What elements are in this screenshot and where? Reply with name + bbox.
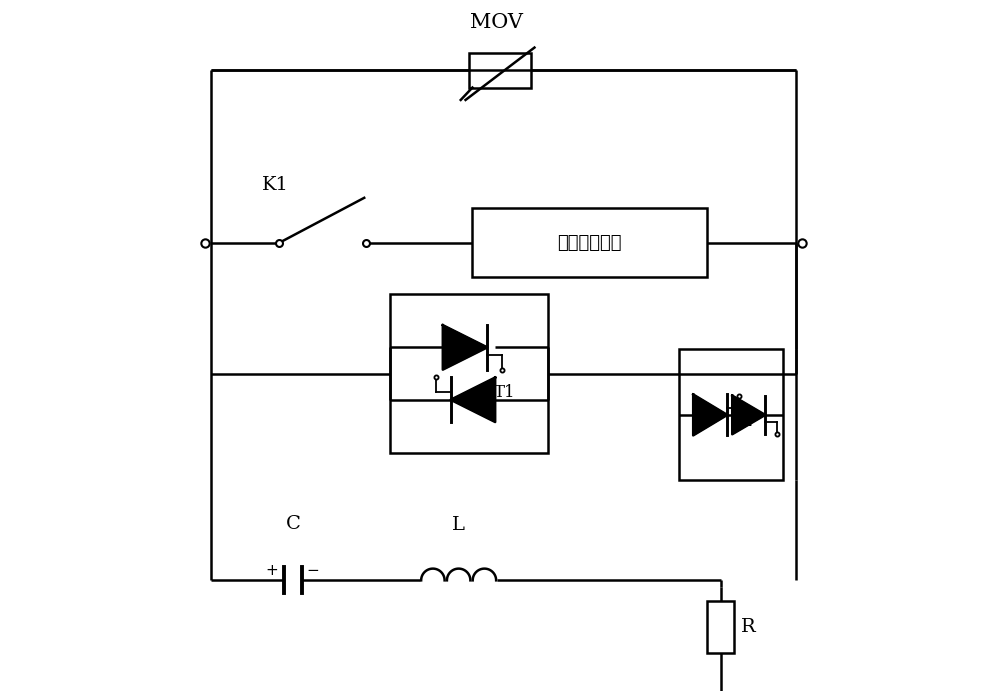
Text: 电力电子单元: 电力电子单元 — [557, 234, 622, 252]
Text: MOV: MOV — [470, 13, 523, 33]
FancyBboxPatch shape — [469, 53, 531, 88]
Text: C: C — [286, 515, 301, 533]
Text: −: − — [307, 563, 320, 578]
Text: +: + — [265, 563, 278, 578]
Text: L: L — [452, 516, 465, 534]
FancyBboxPatch shape — [707, 601, 734, 653]
FancyBboxPatch shape — [679, 349, 783, 480]
Text: T1: T1 — [494, 384, 516, 401]
Polygon shape — [732, 396, 765, 435]
Text: R: R — [741, 618, 755, 636]
Text: T2: T2 — [734, 415, 754, 429]
Text: K1: K1 — [262, 176, 289, 194]
Polygon shape — [443, 325, 487, 370]
Polygon shape — [693, 394, 727, 435]
FancyBboxPatch shape — [390, 294, 548, 453]
Polygon shape — [451, 378, 495, 422]
FancyBboxPatch shape — [472, 208, 707, 277]
